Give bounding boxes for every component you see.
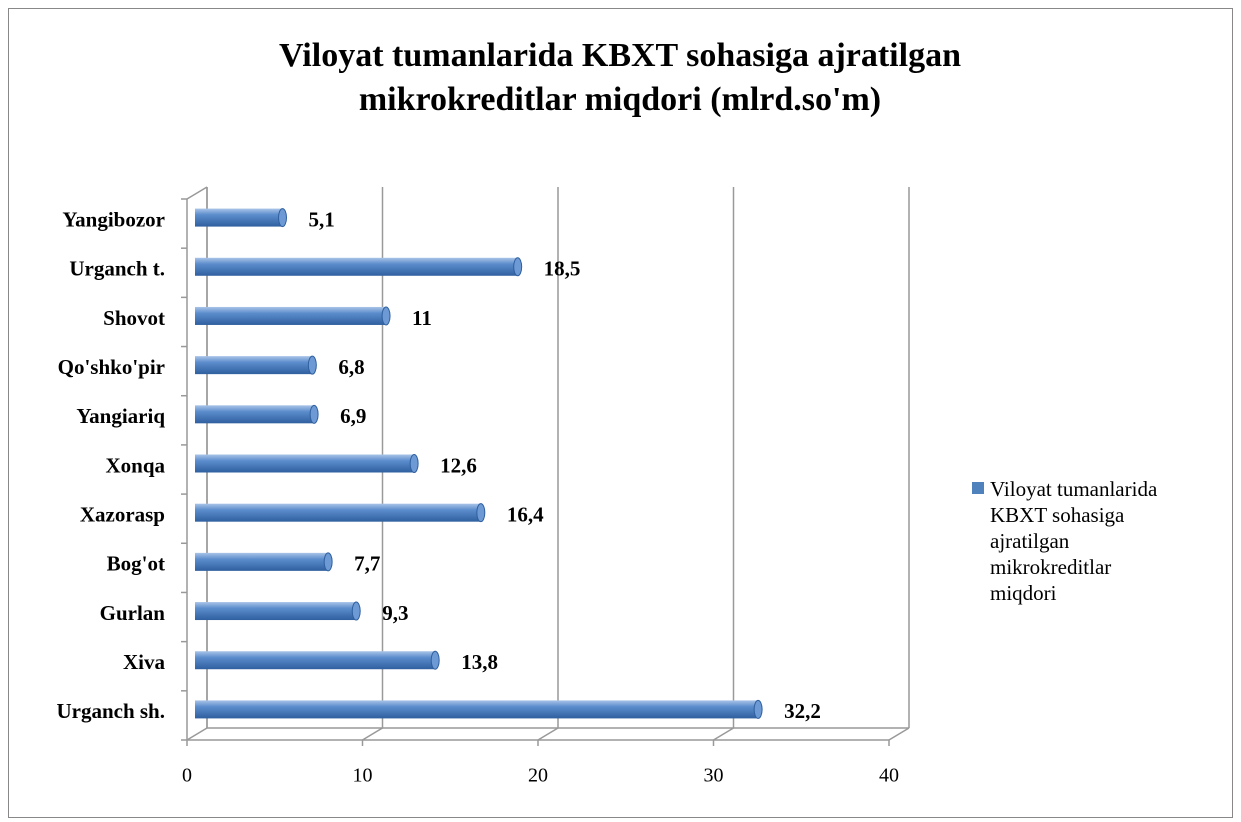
left-wall [186,186,208,200]
grid-line [713,727,734,741]
bar-cap [278,208,288,228]
data-label: 9,3 [382,601,408,625]
y-tick-label: Xonqa [105,453,165,477]
bar-cap [753,699,763,719]
bar [195,257,518,276]
bar-cap [430,650,440,670]
data-label: 32,2 [784,699,821,723]
y-tick-label: Xiva [123,650,166,674]
bar-cap [307,355,317,375]
data-label: 7,7 [354,552,380,576]
bar [195,602,357,621]
bar-cap [513,257,523,277]
chart-title: Viloyat tumanlarida KBXT sohasiga ajrati… [279,37,961,74]
bar [195,454,415,473]
x-tick-label: 40 [879,765,899,787]
data-label: 6,9 [340,404,366,428]
bar [195,405,315,424]
legend-label: Viloyat tumanlarida KBXT sohasiga ajrati… [990,477,1158,605]
y-tick-label: Xazorasp [80,502,165,526]
bar-cap [409,454,419,473]
grid-line [362,727,383,741]
legend-swatch [972,482,984,494]
chart-border [8,8,1233,818]
grid-line [888,727,910,741]
bar-cap [323,552,333,572]
y-tick-label: Yangiariq [76,404,165,428]
x-tick-label: 0 [182,765,192,787]
y-tick-label: Urganch sh. [56,699,165,723]
y-tick-label: Bog'ot [107,552,165,576]
bar [195,306,387,325]
data-label: 16,4 [507,502,544,526]
bar [195,208,283,227]
y-tick-label: Urganch t. [69,257,165,281]
data-label: 6,8 [338,355,364,379]
data-label: 12,6 [440,453,477,477]
y-tick-label: Shovot [103,306,165,330]
data-label: 18,5 [544,257,581,281]
bar [195,651,436,670]
x-tick-label: 10 [353,765,373,787]
grid-line [186,727,208,741]
data-label: 13,8 [461,650,498,674]
bar-cap [309,404,319,424]
bar [195,700,759,719]
y-tick-label: Gurlan [100,601,166,625]
bar [195,503,481,522]
x-tick-label: 20 [528,765,548,787]
data-label: 11 [412,306,432,330]
chart-title: mikrokreditlar miqdori (mlrd.so'm) [359,81,881,118]
bar-cap [476,503,486,523]
data-label: 5,1 [309,207,335,231]
bar-cap [351,601,361,621]
bar [195,356,313,375]
y-tick-label: Qo'shko'pir [58,355,165,379]
bar [195,552,329,571]
grid-line [537,727,559,741]
y-tick-label: Yangibozor [62,207,165,231]
bar-cap [381,306,391,326]
x-tick-label: 30 [704,765,724,787]
